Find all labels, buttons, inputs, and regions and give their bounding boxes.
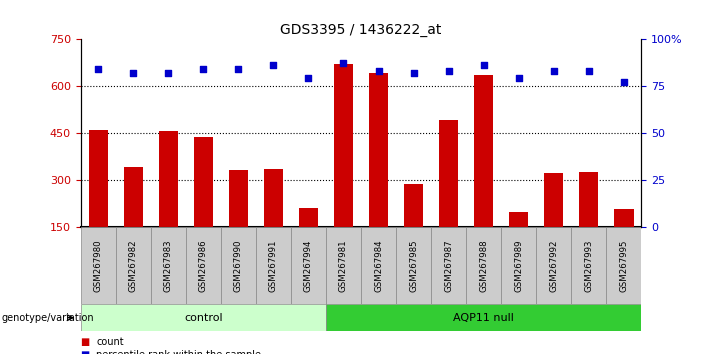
- Bar: [81, 227, 116, 304]
- Point: [128, 70, 139, 75]
- Text: GSM267990: GSM267990: [234, 239, 243, 292]
- Bar: [579, 172, 599, 227]
- Text: GSM267983: GSM267983: [164, 239, 172, 292]
- Text: ■: ■: [81, 337, 90, 347]
- Text: control: control: [184, 313, 223, 323]
- Point: [198, 66, 209, 72]
- Bar: [439, 120, 458, 227]
- Bar: [466, 227, 501, 304]
- Text: GSM267992: GSM267992: [550, 239, 558, 292]
- Text: GSM267995: GSM267995: [620, 239, 628, 292]
- Point: [338, 61, 349, 66]
- Bar: [299, 208, 318, 227]
- Bar: [291, 227, 326, 304]
- Text: GSM267981: GSM267981: [339, 239, 348, 292]
- Bar: [326, 304, 641, 331]
- Bar: [606, 227, 641, 304]
- Bar: [264, 169, 283, 227]
- Bar: [221, 227, 256, 304]
- Text: GSM267987: GSM267987: [444, 239, 453, 292]
- Text: AQP11 null: AQP11 null: [454, 313, 514, 323]
- Bar: [509, 212, 529, 227]
- Text: GSM267980: GSM267980: [94, 239, 102, 292]
- Text: ■: ■: [81, 350, 90, 354]
- Bar: [396, 227, 431, 304]
- Bar: [536, 227, 571, 304]
- Text: genotype/variation: genotype/variation: [1, 313, 94, 323]
- Text: GSM267994: GSM267994: [304, 239, 313, 292]
- Text: GSM267988: GSM267988: [479, 239, 488, 292]
- Point: [478, 62, 489, 68]
- Bar: [571, 227, 606, 304]
- Bar: [361, 227, 396, 304]
- Bar: [151, 227, 186, 304]
- Point: [303, 75, 314, 81]
- Point: [443, 68, 454, 74]
- Point: [373, 68, 384, 74]
- Point: [408, 70, 419, 75]
- Bar: [88, 130, 108, 227]
- Text: GSM267991: GSM267991: [269, 239, 278, 292]
- Bar: [431, 227, 466, 304]
- Text: GSM267985: GSM267985: [409, 239, 418, 292]
- Bar: [158, 131, 178, 227]
- Bar: [404, 184, 423, 227]
- Text: GSM267986: GSM267986: [199, 239, 207, 292]
- Bar: [229, 170, 248, 227]
- Text: GSM267982: GSM267982: [129, 239, 137, 292]
- Point: [513, 75, 524, 81]
- Point: [583, 68, 594, 74]
- Text: GSM267993: GSM267993: [585, 239, 593, 292]
- Bar: [474, 75, 494, 227]
- Bar: [501, 227, 536, 304]
- Point: [233, 66, 244, 72]
- Bar: [186, 227, 221, 304]
- Bar: [123, 167, 143, 227]
- Text: GSM267984: GSM267984: [374, 239, 383, 292]
- Bar: [334, 64, 353, 227]
- Bar: [369, 73, 388, 227]
- Point: [163, 70, 174, 75]
- Bar: [614, 209, 634, 227]
- Bar: [116, 227, 151, 304]
- Point: [93, 66, 104, 72]
- Bar: [81, 304, 326, 331]
- Text: count: count: [96, 337, 123, 347]
- Bar: [326, 227, 361, 304]
- Point: [548, 68, 559, 74]
- Text: percentile rank within the sample: percentile rank within the sample: [96, 350, 261, 354]
- Bar: [256, 227, 291, 304]
- Bar: [193, 137, 213, 227]
- Point: [618, 79, 629, 85]
- Point: [268, 62, 279, 68]
- Title: GDS3395 / 1436222_at: GDS3395 / 1436222_at: [280, 23, 442, 36]
- Text: GSM267989: GSM267989: [515, 239, 523, 292]
- Bar: [544, 173, 564, 227]
